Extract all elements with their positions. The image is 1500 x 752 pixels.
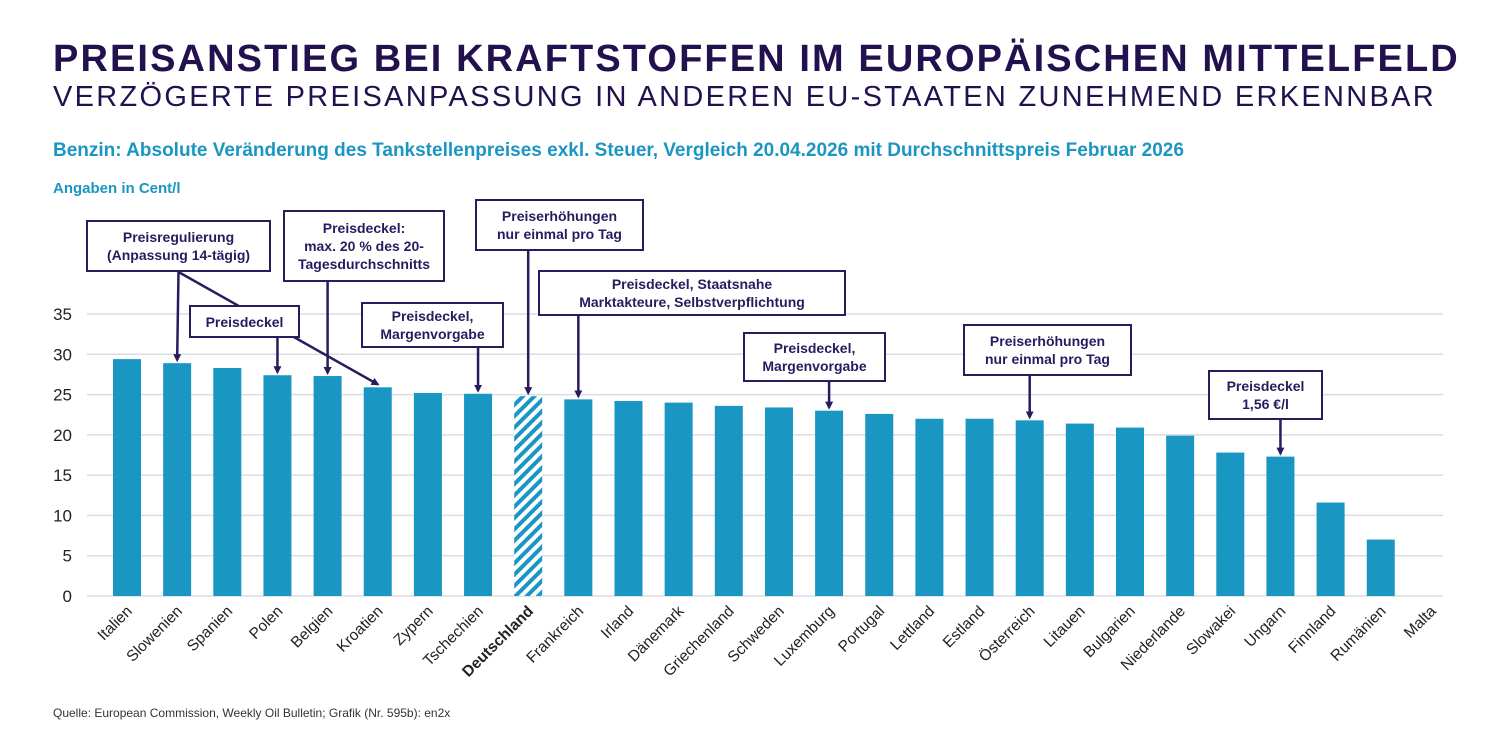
x-tick-label: Italien	[95, 603, 136, 644]
bar-schweden	[764, 407, 793, 596]
page-title: PREISANSTIEG BEI KRAFTSTOFFEN IM EUROPÄI…	[53, 38, 1460, 80]
bar-deutschland	[514, 396, 543, 596]
x-tick-label: Litauen	[1041, 603, 1089, 651]
y-tick-label: 35	[53, 305, 72, 324]
annotation-box: Preisdeckel, Margenvorgabe	[361, 302, 504, 348]
bar-litauen	[1065, 423, 1094, 596]
annotation-box: Preiserhöhungen nur einmal pro Tag	[475, 199, 644, 251]
annotation-text: Margenvorgabe	[762, 358, 867, 374]
y-axis: 0 5 10 15 20 25 30 35	[53, 305, 72, 606]
bar-lettland	[915, 418, 944, 596]
y-tick-label: 5	[63, 547, 72, 566]
bar-zypern	[413, 392, 442, 596]
annotation-text: Preisdeckel,	[391, 308, 474, 324]
x-tick-label: Belgien	[288, 603, 337, 652]
y-tick-label: 30	[53, 345, 72, 364]
bar-kroatien	[363, 387, 392, 596]
annotation-text: max. 20 % des 20-	[304, 238, 424, 254]
bar-luxemburg	[815, 410, 844, 596]
y-tick-label: 25	[53, 386, 72, 405]
page-subtitle: VERZÖGERTE PREISANPASSUNG IN ANDEREN EU-…	[53, 81, 1437, 113]
bar-slowenien	[163, 363, 192, 596]
annotation-arrow	[173, 271, 182, 363]
bar-österreich	[1015, 420, 1044, 596]
x-tick-label: Spanien	[184, 603, 236, 655]
bar-niederlande	[1166, 435, 1195, 596]
annotation-text: (Anpassung 14-tägig)	[106, 247, 251, 263]
x-tick-label: Polen	[246, 603, 286, 643]
bar-griechenland	[714, 405, 743, 596]
x-tick-label: Portugal	[835, 603, 888, 656]
annotation-box: Preisdeckel	[189, 305, 300, 338]
annotation-box: Preisdeckel, Staatsnahe Marktakteure, Sel…	[538, 270, 846, 316]
annotation-text: nur einmal pro Tag	[985, 351, 1110, 367]
bar-frankreich	[564, 399, 593, 596]
y-tick-label: 10	[53, 506, 72, 525]
x-tick-label: Zypern	[391, 603, 437, 649]
bar-estland	[965, 418, 994, 596]
bar-slowakei	[1216, 452, 1245, 596]
annotation-text: Preisdeckel, Staatsnahe	[611, 276, 773, 292]
annotation-text: Preisdeckel	[205, 313, 284, 330]
annotation-text: Tagesdurchschnitts	[298, 256, 430, 272]
bar-rumänien	[1366, 539, 1395, 596]
chart-heading: Benzin: Absolute Veränderung des Tankste…	[53, 140, 1184, 161]
bar-bulgarien	[1116, 427, 1144, 596]
annotation-text: 1,56 €/l	[1242, 396, 1289, 412]
x-tick-label: Slowakei	[1183, 603, 1239, 659]
bar-spanien	[213, 367, 242, 596]
annotation-text: Preiserhöhungen	[501, 208, 618, 224]
annotation-text: Preisdeckel,	[773, 340, 856, 356]
x-tick-label: Malta	[1401, 603, 1440, 642]
unit-label: Angaben in Cent/l	[53, 180, 181, 197]
bar-finnland	[1316, 502, 1345, 596]
x-tick-label: Kroatien	[334, 603, 387, 656]
annotation-box: Preisdeckel, Margenvorgabe	[743, 332, 886, 382]
bar-portugal	[865, 413, 894, 596]
bar-belgien	[313, 376, 342, 596]
annotation-text: Preisdeckel:	[322, 220, 406, 236]
annotation-text: Preisregulierung	[122, 229, 235, 245]
x-tick-label: Irland	[598, 603, 637, 642]
bar-polen	[263, 375, 292, 596]
bar-tschechien	[464, 393, 493, 596]
annotation-connectors	[173, 251, 1285, 456]
bar-italien	[113, 359, 141, 596]
source-note: Quelle: European Commission, Weekly Oil …	[53, 706, 451, 720]
annotation-text: nur einmal pro Tag	[497, 226, 622, 242]
annotation-box: Preiserhöhungen nur einmal pro Tag	[963, 324, 1132, 376]
annotation-box: Preisregulierung (Anpassung 14-tägig)	[86, 220, 271, 272]
bar-irland	[614, 401, 643, 596]
bars	[113, 359, 1395, 596]
x-tick-label: Ungarn	[1241, 603, 1289, 651]
x-tick-label: Rumänien	[1328, 603, 1390, 665]
x-tick-label: Lettland	[887, 603, 938, 654]
y-tick-label: 20	[53, 426, 72, 445]
annotation-text: Preisdeckel	[1226, 378, 1305, 394]
x-tick-label: Estland	[940, 603, 989, 652]
annotation-box: Preisdeckel: max. 20 % des 20- Tagesdurchs…	[283, 210, 445, 282]
y-tick-label: 0	[63, 587, 72, 606]
annotation-box: Preisdeckel 1,56 €/l	[1208, 370, 1323, 420]
annotation-text: Margenvorgabe	[380, 326, 485, 342]
bar-ungarn	[1266, 456, 1295, 596]
bar-dänemark	[664, 402, 693, 596]
annotation-text: Preiserhöhungen	[989, 333, 1106, 349]
annotation-text: Marktakteure, Selbstverpflichtung	[579, 294, 805, 310]
y-tick-label: 15	[53, 466, 72, 485]
